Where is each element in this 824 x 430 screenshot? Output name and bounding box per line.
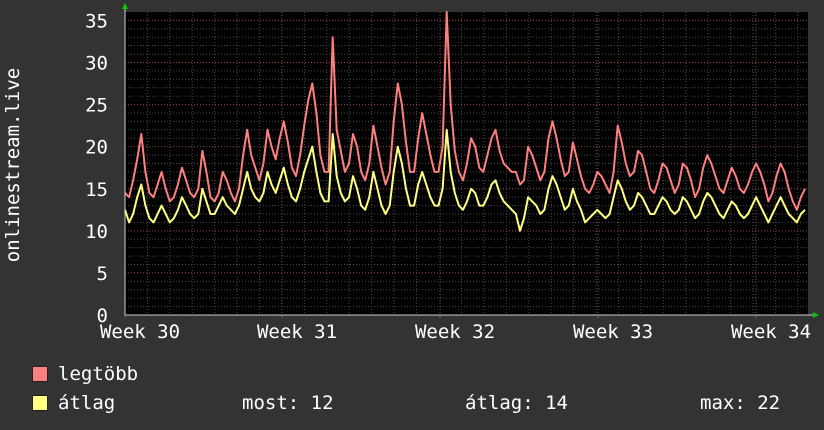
y-tick-label: 10 (85, 221, 108, 243)
x-tick-label: Week 33 (573, 321, 653, 340)
x-tick-label: Week 32 (415, 321, 495, 340)
series-line-max (124, 11, 806, 211)
legend-swatch-avg (32, 395, 48, 411)
y-tick-label: 35 (85, 10, 108, 32)
y-axis-arrow (122, 3, 128, 9)
y-tick-label: 30 (85, 53, 108, 75)
line-chart: 0 5 10 15 20 25 30 35 Week 30 Week 31 Week 32 Week … (2, 3, 819, 340)
legend-label-max: legtöbb (58, 363, 139, 385)
x-axis-arrow (813, 312, 819, 318)
legend-entry-avg: átlag most: 12 átlag: 14 max: 22 (32, 393, 812, 413)
legend-label-avg: átlag (58, 392, 116, 414)
legend-swatch-max (32, 366, 48, 382)
y-tick-label: 20 (85, 137, 108, 159)
x-tick-label: Week 30 (100, 321, 180, 340)
y-tick-label: 5 (97, 263, 108, 285)
x-tick-label: Week 34 (731, 321, 811, 340)
stat-max: max: 22 (700, 392, 781, 414)
y-tick-label: 15 (85, 179, 108, 201)
stat-now: most: 12 (242, 392, 334, 414)
x-tick-label: Week 31 (257, 321, 337, 340)
y-tick-label: 0 (97, 305, 108, 327)
series-line-avg (124, 128, 806, 232)
stat-average: átlag: 14 (465, 392, 568, 414)
y-tick-label: 25 (85, 95, 108, 117)
y-axis-title: onlinestream.live (2, 68, 24, 262)
